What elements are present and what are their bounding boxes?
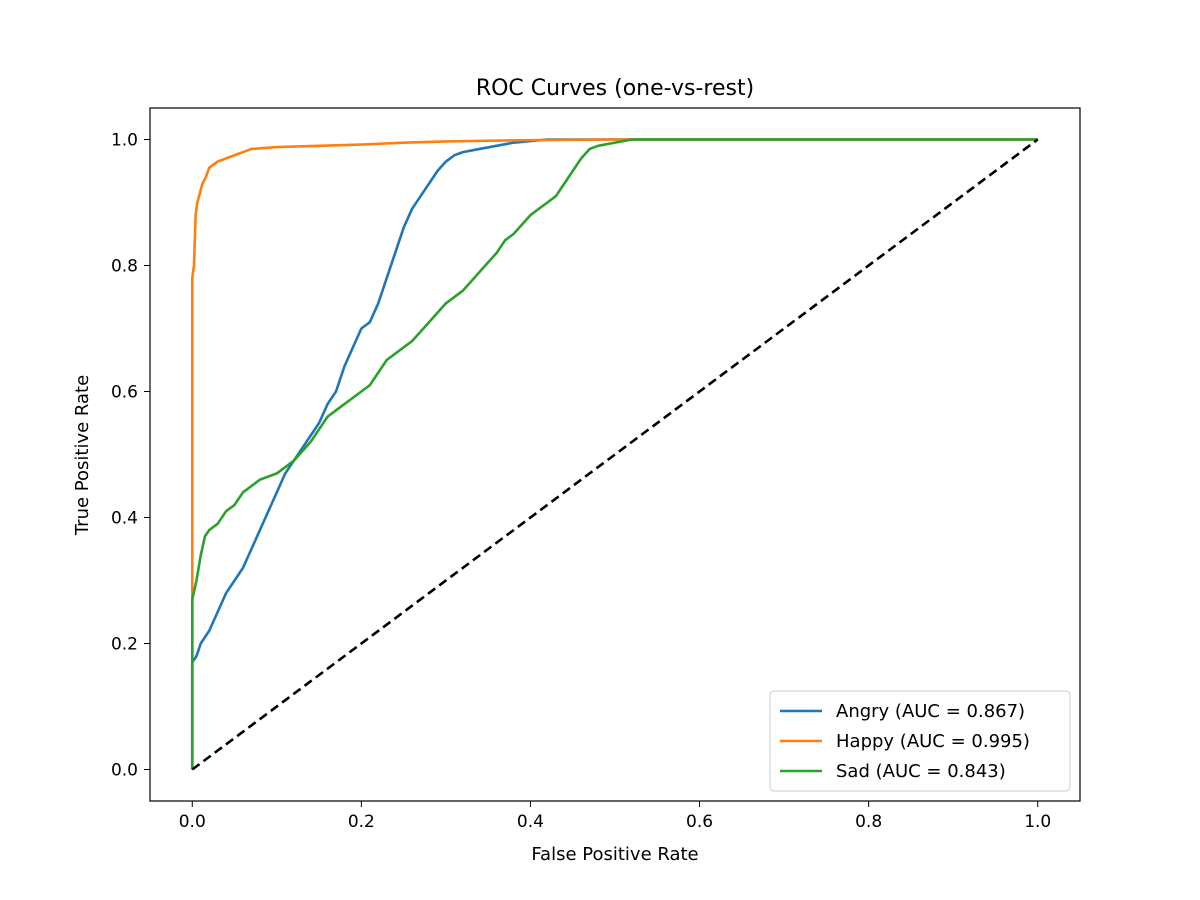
plot-frame [149, 107, 1081, 802]
legend-label: Angry (AUC = 0.867) [836, 701, 1025, 722]
y-tick-label: 0.2 [111, 635, 138, 655]
legend-box [769, 690, 1071, 792]
legend-label: Happy (AUC = 0.995) [836, 731, 1030, 752]
y-axis: 0.0 0.2 0.4 0.6 0.8 1.0 [111, 131, 150, 781]
legend: Angry (AUC = 0.867) Happy (AUC = 0.995) Sa… [769, 690, 1071, 792]
y-tick-label: 1.0 [111, 131, 138, 151]
x-tick-label: 0.8 [855, 812, 882, 832]
series-line-2 [190, 138, 1038, 770]
y-axis-label: True Positive Rate [72, 375, 93, 536]
x-tick-label: 0.2 [348, 812, 375, 832]
legend-label: Sad (AUC = 0.843) [836, 761, 1006, 782]
y-tick-label: 0.6 [111, 383, 138, 403]
chance-diagonal-line [191, 138, 1039, 771]
series-line-0 [190, 138, 1038, 770]
y-tick-label: 0.0 [111, 761, 138, 781]
y-tick-label: 0.8 [111, 257, 138, 277]
x-tick-label: 0.4 [517, 812, 544, 832]
chart-title: ROC Curves (one-vs-rest) [476, 76, 754, 101]
y-tick-label: 0.4 [111, 509, 138, 529]
x-axis-label: False Positive Rate [531, 844, 698, 865]
x-axis: 0.0 0.2 0.4 0.6 0.8 1.0 [179, 801, 1051, 832]
x-tick-label: 0.0 [179, 812, 206, 832]
x-tick-label: 1.0 [1024, 812, 1051, 832]
series-layer [190, 138, 1039, 771]
x-tick-label: 0.6 [686, 812, 713, 832]
series-line-1 [190, 138, 1038, 770]
